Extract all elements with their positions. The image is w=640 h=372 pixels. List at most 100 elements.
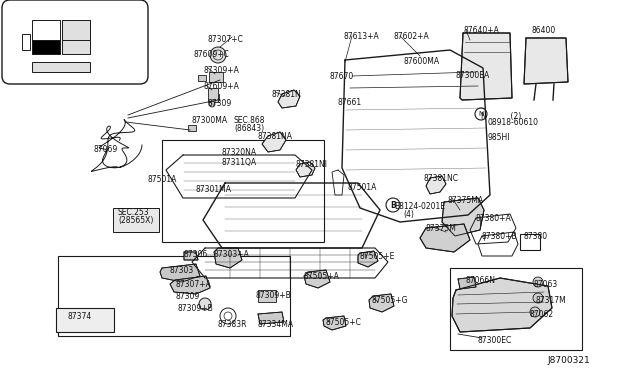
- Text: 87311QA: 87311QA: [222, 158, 257, 167]
- Text: N: N: [478, 111, 484, 117]
- Polygon shape: [426, 176, 446, 194]
- Text: 87609+C: 87609+C: [193, 50, 229, 59]
- Bar: [58, 256, 290, 336]
- Text: 87300MA: 87300MA: [192, 116, 228, 125]
- Text: SEC.868: SEC.868: [234, 116, 266, 125]
- Text: B8124-0201E: B8124-0201E: [394, 202, 445, 211]
- Text: 87309+A: 87309+A: [203, 66, 239, 75]
- Bar: [198, 75, 206, 81]
- Bar: [209, 72, 223, 82]
- Text: 87334MA: 87334MA: [258, 320, 294, 329]
- Text: 87309: 87309: [176, 292, 200, 301]
- Text: B: B: [390, 201, 396, 209]
- Text: N          (2): N (2): [481, 112, 521, 121]
- Text: 87062: 87062: [529, 310, 553, 319]
- Circle shape: [533, 293, 543, 303]
- Text: (86843): (86843): [234, 124, 264, 133]
- Text: 87380+A: 87380+A: [476, 214, 512, 223]
- Text: 87505+G: 87505+G: [371, 296, 408, 305]
- Bar: [62, 20, 90, 42]
- Text: 87380+B: 87380+B: [482, 232, 518, 241]
- Polygon shape: [458, 277, 476, 289]
- Polygon shape: [170, 276, 210, 294]
- Text: 87320NA: 87320NA: [222, 148, 257, 157]
- Text: 87380: 87380: [524, 232, 548, 241]
- Bar: [22, 34, 30, 50]
- Circle shape: [475, 108, 487, 120]
- Bar: [162, 140, 324, 242]
- Circle shape: [533, 277, 543, 287]
- Text: 87309+B: 87309+B: [255, 291, 291, 300]
- Text: 87501A: 87501A: [148, 175, 177, 184]
- Text: 87309: 87309: [208, 99, 232, 108]
- Text: (28565X): (28565X): [118, 216, 154, 225]
- Circle shape: [530, 307, 540, 317]
- Polygon shape: [524, 38, 568, 84]
- Text: 87602+A: 87602+A: [393, 32, 429, 41]
- FancyBboxPatch shape: [2, 0, 148, 84]
- Circle shape: [209, 101, 215, 107]
- Text: J8700321: J8700321: [547, 356, 589, 365]
- Text: 87501A: 87501A: [348, 183, 378, 192]
- Bar: [56, 308, 114, 332]
- Text: 87383R: 87383R: [218, 320, 248, 329]
- Text: 87505+C: 87505+C: [325, 318, 361, 327]
- Text: 87381NC: 87381NC: [423, 174, 458, 183]
- Polygon shape: [369, 294, 394, 312]
- Polygon shape: [296, 162, 315, 177]
- Text: 87375M: 87375M: [426, 224, 457, 233]
- Text: 87381N: 87381N: [272, 90, 301, 99]
- Bar: [188, 125, 196, 131]
- Text: 87374: 87374: [68, 312, 92, 321]
- Text: 87375MA: 87375MA: [448, 196, 484, 205]
- Polygon shape: [304, 270, 330, 288]
- Text: 87307+C: 87307+C: [207, 35, 243, 44]
- Bar: [62, 40, 90, 54]
- Bar: [32, 40, 60, 54]
- Text: 87661: 87661: [337, 98, 361, 107]
- Circle shape: [199, 298, 211, 310]
- Text: 87600MA: 87600MA: [404, 57, 440, 66]
- Polygon shape: [420, 224, 470, 252]
- Bar: [211, 94, 219, 100]
- Text: 87303: 87303: [170, 266, 195, 275]
- Polygon shape: [323, 316, 346, 330]
- Bar: [62, 20, 90, 42]
- Bar: [32, 62, 90, 72]
- Polygon shape: [460, 33, 512, 100]
- Polygon shape: [214, 248, 242, 268]
- Polygon shape: [358, 251, 378, 267]
- Polygon shape: [452, 278, 552, 332]
- Polygon shape: [258, 312, 284, 324]
- Text: 87317M: 87317M: [535, 296, 566, 305]
- Text: (4): (4): [403, 210, 414, 219]
- Bar: [32, 20, 60, 42]
- Polygon shape: [262, 132, 286, 152]
- Bar: [113, 208, 159, 232]
- Text: 87307+A: 87307+A: [176, 280, 212, 289]
- Text: 87640+A: 87640+A: [464, 26, 500, 35]
- Text: 87066N: 87066N: [466, 276, 496, 285]
- Circle shape: [386, 198, 400, 212]
- Text: 87069: 87069: [94, 145, 118, 154]
- Text: 87063: 87063: [533, 280, 557, 289]
- Text: 87381NA: 87381NA: [258, 132, 293, 141]
- Text: 985HI: 985HI: [487, 133, 509, 142]
- Text: 87505+A: 87505+A: [304, 272, 340, 281]
- Polygon shape: [184, 252, 198, 260]
- Bar: [208, 88, 218, 102]
- Text: 87613+A: 87613+A: [344, 32, 380, 41]
- Text: 86400: 86400: [532, 26, 556, 35]
- Polygon shape: [442, 198, 484, 236]
- Text: 87505+E: 87505+E: [360, 252, 396, 261]
- Text: 87300EC: 87300EC: [478, 336, 512, 345]
- Text: 87301MA: 87301MA: [196, 185, 232, 194]
- Text: 87303+A: 87303+A: [214, 250, 250, 259]
- Text: 87670: 87670: [330, 72, 355, 81]
- Text: 87306: 87306: [183, 250, 207, 259]
- Bar: [258, 290, 276, 302]
- Text: 08918-60610: 08918-60610: [488, 118, 539, 127]
- Bar: [520, 234, 540, 250]
- Bar: [450, 268, 582, 350]
- Text: SEC.253: SEC.253: [118, 208, 150, 217]
